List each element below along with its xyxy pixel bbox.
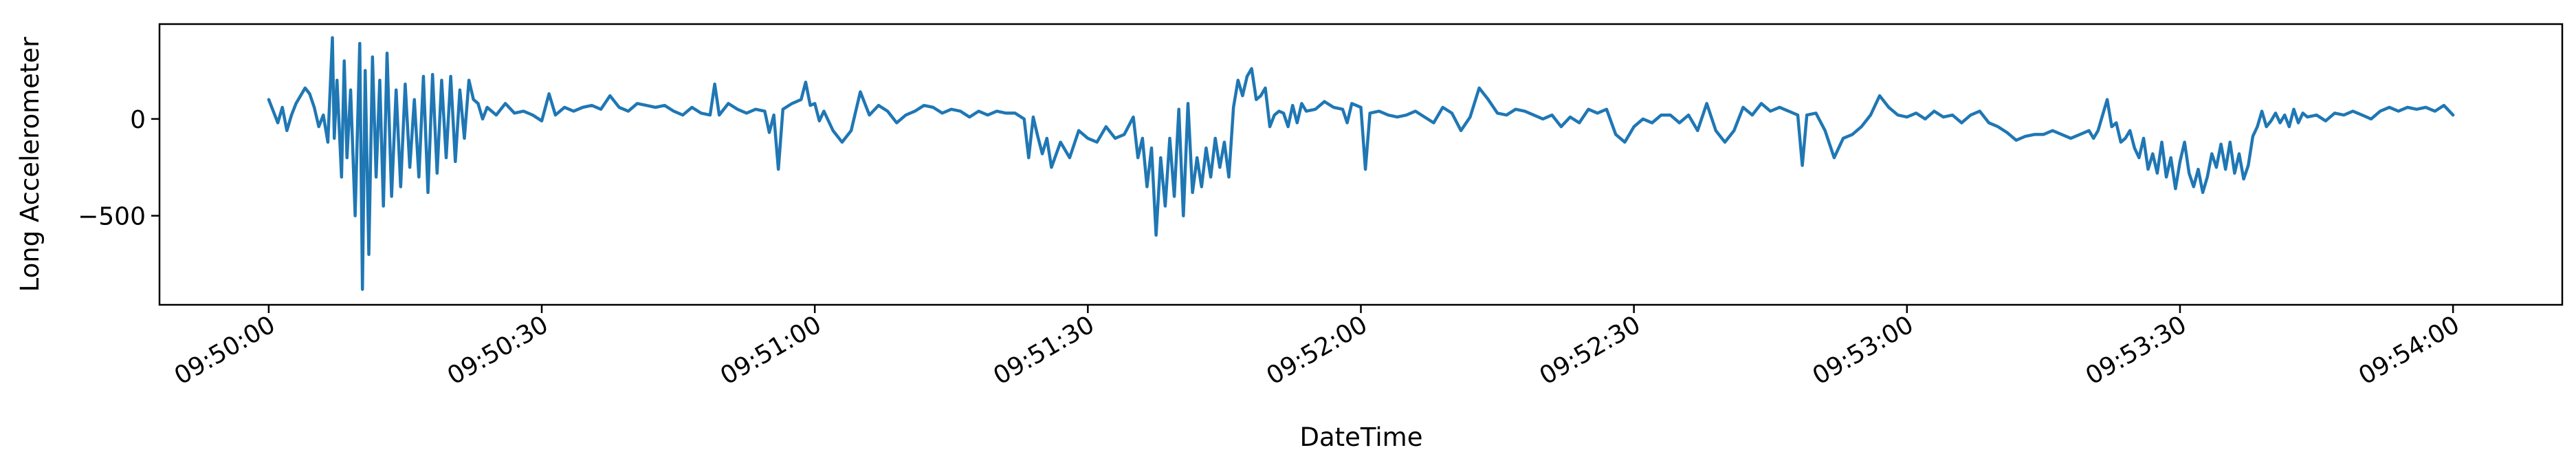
y-axis: −500 0 xyxy=(78,106,159,231)
x-tick-label: 09:54:00 xyxy=(2354,310,2465,390)
x-tick-label: 09:53:00 xyxy=(1808,310,1919,390)
x-axis-label: DateTime xyxy=(1300,422,1423,452)
x-tick-label: 09:50:00 xyxy=(170,310,280,390)
y-tick-label: 0 xyxy=(130,106,146,134)
plot-area xyxy=(158,23,2564,306)
x-tick-label: 09:53:30 xyxy=(2081,310,2192,390)
x-tick-label: 09:51:00 xyxy=(716,310,826,390)
x-tick-label: 09:50:30 xyxy=(443,310,553,390)
y-tick-label: −500 xyxy=(78,203,146,231)
x-tick-label: 09:52:30 xyxy=(1535,310,1646,390)
axes-frame xyxy=(158,23,2564,306)
y-axis-label: Long Accelerometer xyxy=(15,36,45,292)
x-tick-label: 09:51:30 xyxy=(989,310,1099,390)
x-axis: 09:50:00 09:50:30 09:51:00 09:51:30 09:52:00… xyxy=(170,305,2465,391)
series-line xyxy=(267,36,2455,291)
x-tick-label: 09:52:00 xyxy=(1262,310,1372,390)
